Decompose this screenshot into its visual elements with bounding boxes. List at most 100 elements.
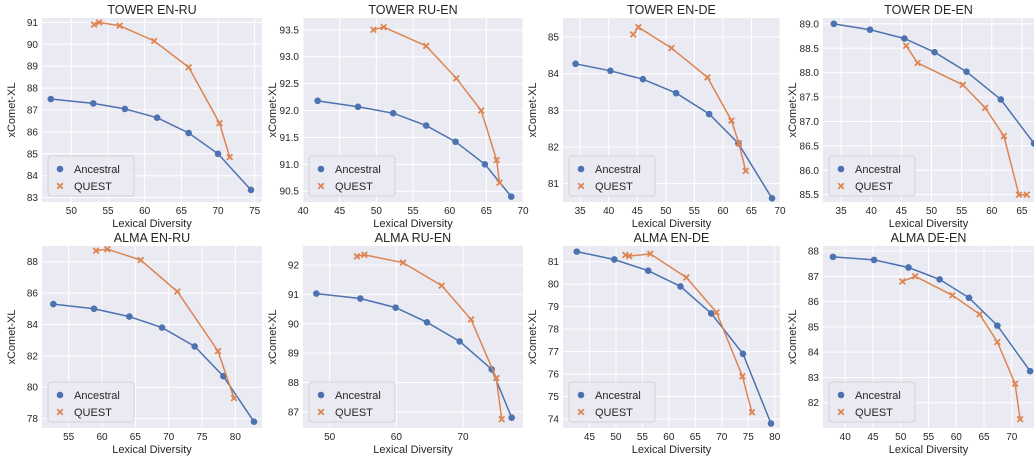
data-point-quest: [948, 291, 956, 299]
data-point-ancestral: [768, 195, 776, 202]
legend-marker-quest: [56, 408, 64, 416]
data-point-ancestral: [191, 343, 198, 350]
x-tick-label: 70: [517, 206, 529, 217]
x-axis-label: Lexical Diversity: [112, 218, 192, 230]
data-point-ancestral: [423, 319, 431, 326]
x-tick-label: 75: [196, 432, 208, 443]
chart-panel: 35 40 45 50 55 60 65 70 81 82 83 84 85 TOWER EN-DE Lex…: [527, 3, 786, 230]
x-tick-label: 55: [689, 206, 701, 217]
y-tick-label: 82: [548, 143, 560, 154]
legend-label-quest: QUEST: [335, 181, 373, 193]
data-point-ancestral: [314, 97, 321, 105]
x-tick-label: 50: [660, 206, 672, 217]
data-point-quest: [902, 42, 910, 50]
data-point-ancestral: [1026, 367, 1034, 375]
series-group: [313, 251, 515, 423]
y-tick-label: 85: [548, 33, 560, 44]
data-point-ancestral: [611, 256, 618, 263]
data-point-quest: [380, 23, 388, 31]
legend-box: [568, 155, 656, 197]
legend: Ancestral QUEST: [47, 155, 135, 197]
y-tick-label: 82: [808, 398, 820, 409]
x-axis-label: Lexical Diversity: [632, 444, 712, 456]
data-point-quest: [1015, 191, 1023, 199]
data-point-ancestral: [313, 290, 320, 297]
data-point-ancestral: [830, 20, 838, 28]
legend-label-ancestral: Ancestral: [595, 390, 641, 402]
legend-marker-quest: [317, 182, 325, 190]
data-point-quest: [90, 21, 98, 29]
chart-panel: 55 60 65 70 75 80 78 80 82 84 86 88 ALMA EN-RU Lexica…: [6, 231, 262, 456]
legend-box: [828, 155, 916, 197]
y-tick-label: 88: [27, 84, 39, 95]
x-tick-label: 70: [774, 206, 786, 217]
x-tick-label: 55: [102, 206, 114, 217]
y-tick-label: 86: [808, 297, 820, 308]
y-tick-label: 93.0: [280, 52, 300, 63]
x-tick-label: 55: [923, 432, 935, 443]
x-tick-label: 75: [249, 206, 261, 217]
chart-title: TOWER EN-RU: [107, 3, 196, 17]
y-tick-label: 87.5: [800, 93, 820, 104]
data-point-ancestral: [963, 68, 970, 75]
x-tick-label: 60: [139, 206, 151, 217]
legend-marker-ancestral: [56, 391, 64, 399]
data-point-quest: [452, 74, 460, 82]
y-axis-label: xComet-XL: [787, 82, 799, 137]
y-tick-label: 92: [288, 261, 300, 272]
data-point-ancestral: [126, 313, 133, 320]
data-point-quest: [369, 26, 377, 34]
data-point-quest: [735, 139, 743, 147]
y-tick-label: 83: [27, 193, 39, 204]
y-tick-label: 80: [27, 383, 39, 394]
y-tick-label: 74: [548, 415, 560, 426]
data-point-ancestral: [220, 372, 227, 380]
y-tick-label: 84: [548, 69, 560, 80]
data-point-quest: [230, 394, 238, 402]
legend-box: [308, 381, 396, 423]
y-tick-label: 78: [27, 414, 39, 425]
data-point-ancestral: [90, 305, 98, 313]
data-point-quest: [959, 81, 967, 89]
y-tick-label: 78: [548, 325, 560, 336]
x-tick-label: 80: [230, 432, 242, 443]
chart-title: TOWER DE-EN: [884, 3, 973, 17]
y-axis-label: xComet-XL: [787, 309, 799, 364]
data-point-ancestral: [644, 267, 652, 275]
data-point-ancestral: [456, 338, 463, 345]
data-point-quest: [1023, 191, 1031, 199]
data-point-ancestral: [185, 129, 192, 137]
y-axis-label: xComet-XL: [267, 309, 279, 364]
data-point-quest: [438, 282, 446, 290]
chart-panel: 45 50 55 60 65 70 75 80 74 75 76 77 78 79 80 81 ALMA EN-…: [527, 231, 781, 456]
legend-label-quest: QUEST: [855, 407, 893, 419]
data-point-quest: [704, 73, 711, 81]
y-tick-label: 90: [27, 40, 39, 51]
x-tick-label: 55: [956, 206, 968, 217]
data-point-ancestral: [392, 304, 399, 311]
x-tick-label: 65: [746, 206, 758, 217]
data-point-ancestral: [508, 414, 515, 422]
x-tick-label: 70: [163, 432, 175, 443]
data-point-ancestral: [452, 138, 459, 146]
legend: Ancestral QUEST: [47, 381, 135, 423]
legend-label-quest: QUEST: [855, 181, 893, 193]
y-axis-label: xComet-XL: [267, 82, 279, 137]
legend-box: [828, 381, 916, 423]
x-axis-label: Lexical Diversity: [889, 218, 969, 230]
data-point-quest: [492, 374, 500, 382]
x-tick-label: 35: [836, 206, 848, 217]
chart-panel: 40 45 50 55 60 65 70 90.5 91.0 91.5 92.0 92.5 93.0 93…: [267, 3, 529, 230]
y-tick-label: 85: [27, 149, 39, 160]
y-tick-label: 88: [808, 247, 820, 258]
y-tick-label: 86.0: [800, 166, 820, 177]
data-point-quest: [634, 23, 642, 31]
data-point-ancestral: [357, 295, 364, 302]
legend-marker-ancestral: [317, 391, 325, 399]
data-point-ancestral: [607, 67, 614, 75]
y-tick-label: 81: [548, 257, 560, 268]
data-point-ancestral: [639, 75, 647, 83]
data-point-ancestral: [389, 109, 397, 117]
x-tick-label: 60: [717, 206, 729, 217]
data-point-quest: [477, 107, 485, 114]
